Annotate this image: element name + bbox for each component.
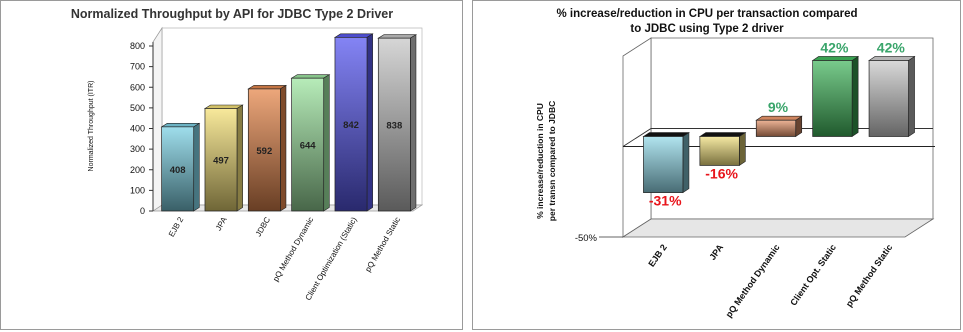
throughput-bar [291, 77, 325, 212]
throughput-bar [204, 108, 238, 212]
cpu-category-label-pq-method-dynamic: pQ Method Dynamic [724, 242, 782, 319]
throughput-bar-side [366, 33, 373, 212]
cpu-data-label: 42% [877, 39, 906, 55]
throughput-data-label: 842 [343, 120, 359, 131]
throughput-data-label: 408 [170, 165, 186, 176]
throughput-chart-title: Normalized Throughput by API for JDBC Ty… [71, 7, 393, 21]
cpu-bar-side [851, 55, 859, 138]
cpu-bar [643, 136, 684, 193]
throughput-y-tick-label: 500 [130, 103, 145, 113]
cpu-y-axis-label-line-1: % increase/reduction in CPU [535, 103, 545, 219]
throughput-category-label-jpa: JPA [214, 215, 229, 232]
throughput-chart-panel: Normalized Throughput by API for JDBC Ty… [0, 0, 463, 330]
cpu-data-label: -31% [649, 193, 682, 209]
cpu-bar [868, 60, 909, 137]
cpu-bar-side [739, 131, 746, 167]
throughput-bar [161, 126, 195, 212]
cpu-chart: % increase/reduction in CPU per transact… [535, 8, 935, 319]
cpu-bar [755, 119, 797, 137]
throughput-y-axis-label: Normalized Throughput (ITR) [88, 81, 95, 172]
cpu-category-label-pq-method-static: pQ Method Static [844, 242, 895, 308]
cpu-y-axis-label-line-2: per transn compared to JDBC [547, 101, 557, 221]
throughput-bar-top [160, 123, 201, 128]
cpu-chart-panel: % increase/reduction in CPU per transact… [472, 0, 961, 330]
cpu-bar-top [811, 56, 860, 61]
throughput-y-tick-label: 100 [130, 185, 145, 195]
throughput-data-label: 592 [256, 146, 272, 157]
cpu-bar-side [682, 131, 690, 194]
throughput-data-label: 644 [300, 141, 317, 152]
cpu-category-label-jpa: JPA [707, 242, 725, 262]
cpu-data-label: -16% [705, 165, 738, 181]
cpu-bar-top [698, 132, 747, 137]
throughput-y-tick-label: 300 [130, 144, 145, 154]
throughput-y-tick-label: 0 [140, 206, 145, 216]
throughput-data-label: 497 [213, 156, 229, 167]
throughput-bar-top [203, 104, 244, 109]
throughput-bar-side [193, 122, 200, 212]
throughput-bar-top [333, 33, 374, 38]
throughput-bar-top [377, 34, 418, 39]
cpu-data-label: 9% [768, 99, 789, 115]
throughput-bar-side [410, 34, 417, 212]
cpu-category-label-client-opt-static: Client Opt. Static [788, 242, 838, 307]
throughput-y-tick-label: 600 [130, 82, 145, 92]
cpu-bar-top [642, 132, 690, 137]
throughput-bar-side [280, 84, 287, 212]
throughput-bar-top [290, 74, 331, 79]
cpu-chart-title-line-2: to JDBC using Type 2 driver [630, 23, 784, 35]
throughput-data-label: 838 [386, 121, 402, 132]
cpu-category-label-ejb-2: EJB 2 [646, 242, 669, 268]
throughput-side-wall [152, 26, 163, 212]
throughput-category-label-ejb-2: EJB 2 [167, 215, 186, 238]
cpu-data-label: 42% [820, 39, 849, 55]
throughput-y-tick-label: 700 [130, 62, 145, 72]
throughput-category-label-jdbc: JDBC [254, 215, 272, 238]
throughput-bar [334, 36, 368, 212]
throughput-category-label-pq-method-static: pQ Method Static [363, 216, 402, 274]
throughput-y-tick-label: 400 [130, 124, 145, 134]
cpu-bar-side [908, 55, 915, 138]
throughput-bar-top [247, 85, 288, 90]
throughput-bar-side [236, 104, 243, 212]
cpu-bar-top [755, 115, 803, 121]
throughput-category-label-client-optimization-static: Client Optimization (Static) [304, 215, 359, 302]
cpu-bar-top [868, 56, 916, 61]
throughput-chart: Normalized Throughput by API for JDBC Ty… [71, 7, 424, 302]
cpu-bar [699, 136, 740, 166]
throughput-bar [247, 88, 281, 212]
cpu-bar [812, 60, 853, 137]
cpu-floor [621, 218, 935, 238]
throughput-bar [377, 37, 411, 212]
throughput-y-tick-label: 200 [130, 165, 145, 175]
cpu-y-tick-label: -50% [575, 233, 598, 244]
throughput-y-tick-label: 800 [130, 41, 145, 51]
cpu-chart-title-line-1: % increase/reduction in CPU per transact… [557, 8, 858, 20]
throughput-bar-side [323, 74, 330, 212]
throughput-category-label-pq-method-dynamic: pQ Method Dynamic [271, 216, 315, 284]
